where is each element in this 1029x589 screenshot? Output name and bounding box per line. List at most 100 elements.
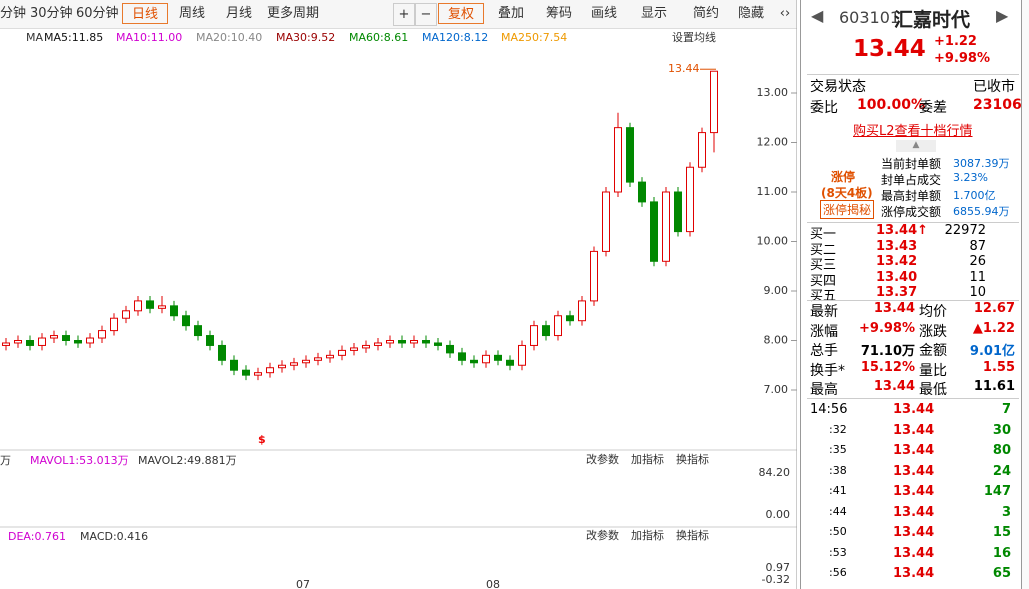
panel-button[interactable]: 换指标 — [676, 452, 709, 466]
candle-body — [206, 335, 214, 346]
macd-axis-label: -0.32 — [762, 573, 790, 586]
stat-label: 均价 — [919, 304, 947, 320]
limit-button[interactable]: 涨停揭秘 — [820, 200, 875, 219]
tick-time: :56 — [829, 566, 847, 579]
tick-price: 13.44 — [893, 402, 935, 417]
candle-body — [506, 359, 514, 366]
toolbar-button[interactable]: 周线 — [178, 6, 205, 21]
toolbar: + − ‹› 分钟 30分钟 60分钟 日线 周线 月线 更多周期 复权 叠加 筹码 画线 显示 简约 隐… — [0, 0, 797, 29]
candle-body — [302, 359, 310, 364]
candle-body — [314, 357, 322, 361]
panel-button[interactable]: 改参数 — [586, 528, 619, 542]
collapse[interactable]: ▲ — [896, 140, 936, 152]
tick-time: :38 — [829, 463, 847, 477]
status: 已收市 — [973, 79, 1015, 95]
tick-price: 13.44 — [893, 463, 935, 479]
tick-price: 13.44 — [893, 566, 935, 581]
candle-body — [494, 354, 502, 361]
l2-link[interactable]: 购买L2查看十档行情 — [853, 124, 973, 139]
book-volume: 87 — [969, 238, 986, 254]
candle-body — [362, 344, 370, 349]
toolbar-button[interactable]: 30分钟 — [30, 6, 73, 21]
ma-setting[interactable]: 设置均线 — [672, 30, 716, 44]
candle-body — [158, 305, 166, 309]
panel-button[interactable]: 改参数 — [586, 452, 619, 466]
candle-body — [14, 340, 22, 344]
candle-body — [74, 340, 82, 344]
tick-volume: 7 — [1001, 402, 1011, 417]
back-arrow[interactable]: ◀ — [811, 6, 824, 25]
stat-label: 最高封单额 — [881, 189, 942, 203]
toolbar-button[interactable]: 筹码 — [545, 6, 572, 21]
candle-body — [182, 315, 190, 327]
toolbar-button[interactable]: 画线 — [590, 6, 617, 21]
stat-value: 3087.39万 — [953, 157, 1010, 170]
toolbar-button[interactable]: 显示 — [640, 6, 667, 21]
book-volume: 10 — [969, 285, 986, 300]
stat-value: 3.23% — [953, 171, 988, 184]
book-price: 13.44↑ — [876, 223, 929, 238]
tick-volume: 3 — [1001, 504, 1011, 520]
candle-body — [686, 166, 694, 233]
toolbar-button[interactable]: 分钟 — [0, 6, 27, 21]
label: 委比 — [810, 100, 838, 116]
toolbar-button[interactable]: 叠加 — [497, 6, 524, 21]
panel-button[interactable]: 加指标 — [631, 528, 664, 542]
stat-value: 6855.94万 — [953, 205, 1010, 218]
book-label: 买三 — [810, 258, 837, 273]
stat-label: 最低 — [919, 382, 947, 398]
stat-label: 总手 — [810, 343, 838, 359]
candle-body — [470, 359, 478, 364]
tick-volume: 65 — [992, 566, 1011, 581]
candle-body — [650, 201, 658, 262]
stat-label: 量比 — [919, 362, 947, 379]
candle-body — [518, 344, 526, 366]
book-volume: 22972 — [944, 223, 986, 238]
toolbar-button[interactable]: 日线 — [122, 3, 168, 24]
panel-button[interactable]: 换指标 — [676, 528, 709, 542]
candle-body — [674, 191, 682, 233]
stat-label: 封单占成交 — [881, 173, 942, 187]
candle-body — [458, 352, 466, 361]
toolbar-button[interactable]: 月线 — [225, 6, 252, 21]
panel-button[interactable]: 加指标 — [631, 452, 664, 466]
candle-body — [110, 317, 118, 332]
y-tick-label: 7.00 — [764, 383, 789, 396]
scroll-arrows[interactable]: ‹› — [779, 6, 791, 21]
stat-label: 当前封单额 — [881, 157, 942, 171]
toolbar-button[interactable]: 简约 — [692, 6, 719, 21]
tick-volume: 80 — [992, 443, 1011, 458]
candle-body — [122, 310, 130, 319]
tick-time: 14:56 — [810, 402, 848, 417]
next-arrow[interactable]: ▶ — [996, 6, 1009, 25]
zoom-in[interactable]: + — [393, 3, 415, 26]
candle-body — [86, 337, 94, 344]
ma-legend: MA20:10.40 — [196, 31, 262, 44]
tick-price: 13.44 — [893, 545, 935, 561]
toolbar-button[interactable]: 复权 — [438, 3, 484, 24]
value: 23106 — [973, 97, 1022, 113]
y-tick-label: 9.00 — [764, 284, 789, 297]
tick-volume: 15 — [992, 525, 1011, 540]
tick-volume: 30 — [992, 422, 1011, 438]
candle-body — [698, 132, 706, 168]
candle-body — [590, 250, 598, 302]
stat-value: 1.55 — [982, 359, 1015, 375]
candle-body — [230, 359, 238, 371]
toolbar-button[interactable]: 60分钟 — [76, 6, 119, 21]
limit-days: (8天4板) — [821, 186, 873, 200]
candle-body — [614, 127, 622, 193]
book-price: 13.43 — [876, 238, 918, 254]
tick-time: :32 — [829, 422, 847, 436]
toolbar-button[interactable]: 更多周期 — [266, 6, 319, 21]
stat-label: 最新 — [810, 304, 838, 320]
candle-body — [566, 315, 574, 322]
candle-body — [278, 364, 286, 369]
zoom-out[interactable]: − — [415, 3, 437, 26]
vol-legend: MAVOL1:53.013万 — [30, 454, 129, 467]
candle-body — [62, 335, 70, 341]
y-tick-label: 11.00 — [757, 185, 789, 198]
tick-time: :50 — [829, 525, 847, 538]
toolbar-button[interactable]: 隐藏 — [737, 6, 764, 21]
